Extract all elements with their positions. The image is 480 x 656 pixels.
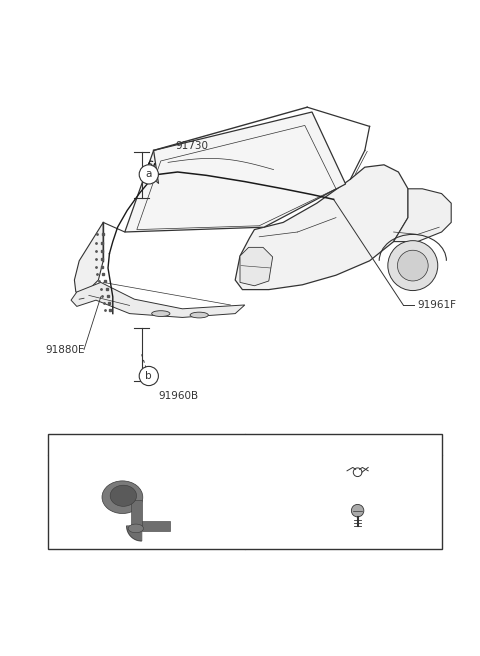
Text: 91686: 91686 xyxy=(96,440,129,449)
Circle shape xyxy=(397,250,428,281)
Polygon shape xyxy=(240,247,273,286)
Polygon shape xyxy=(235,165,408,289)
Text: 1141AN: 1141AN xyxy=(283,505,324,516)
Circle shape xyxy=(139,165,158,184)
Circle shape xyxy=(388,241,438,291)
Bar xyxy=(48,434,442,549)
Ellipse shape xyxy=(102,481,143,514)
Circle shape xyxy=(351,504,364,517)
Ellipse shape xyxy=(190,312,208,318)
Text: 91880E: 91880E xyxy=(46,344,85,355)
Circle shape xyxy=(58,436,74,453)
Ellipse shape xyxy=(152,311,170,316)
Bar xyxy=(142,521,170,531)
Polygon shape xyxy=(74,222,103,295)
Polygon shape xyxy=(125,112,346,232)
Text: a: a xyxy=(63,440,69,449)
Ellipse shape xyxy=(128,524,144,533)
Bar xyxy=(131,500,142,526)
Polygon shape xyxy=(71,282,245,318)
Text: 91961F: 91961F xyxy=(418,300,456,310)
Polygon shape xyxy=(127,526,142,541)
Text: 91960B: 91960B xyxy=(158,391,199,401)
Text: a: a xyxy=(145,169,152,179)
Circle shape xyxy=(139,367,158,386)
Text: b: b xyxy=(260,440,266,449)
Text: b: b xyxy=(145,371,152,381)
Polygon shape xyxy=(394,189,451,241)
Text: 91730: 91730 xyxy=(175,140,208,151)
Ellipse shape xyxy=(110,485,136,506)
Circle shape xyxy=(255,436,271,453)
